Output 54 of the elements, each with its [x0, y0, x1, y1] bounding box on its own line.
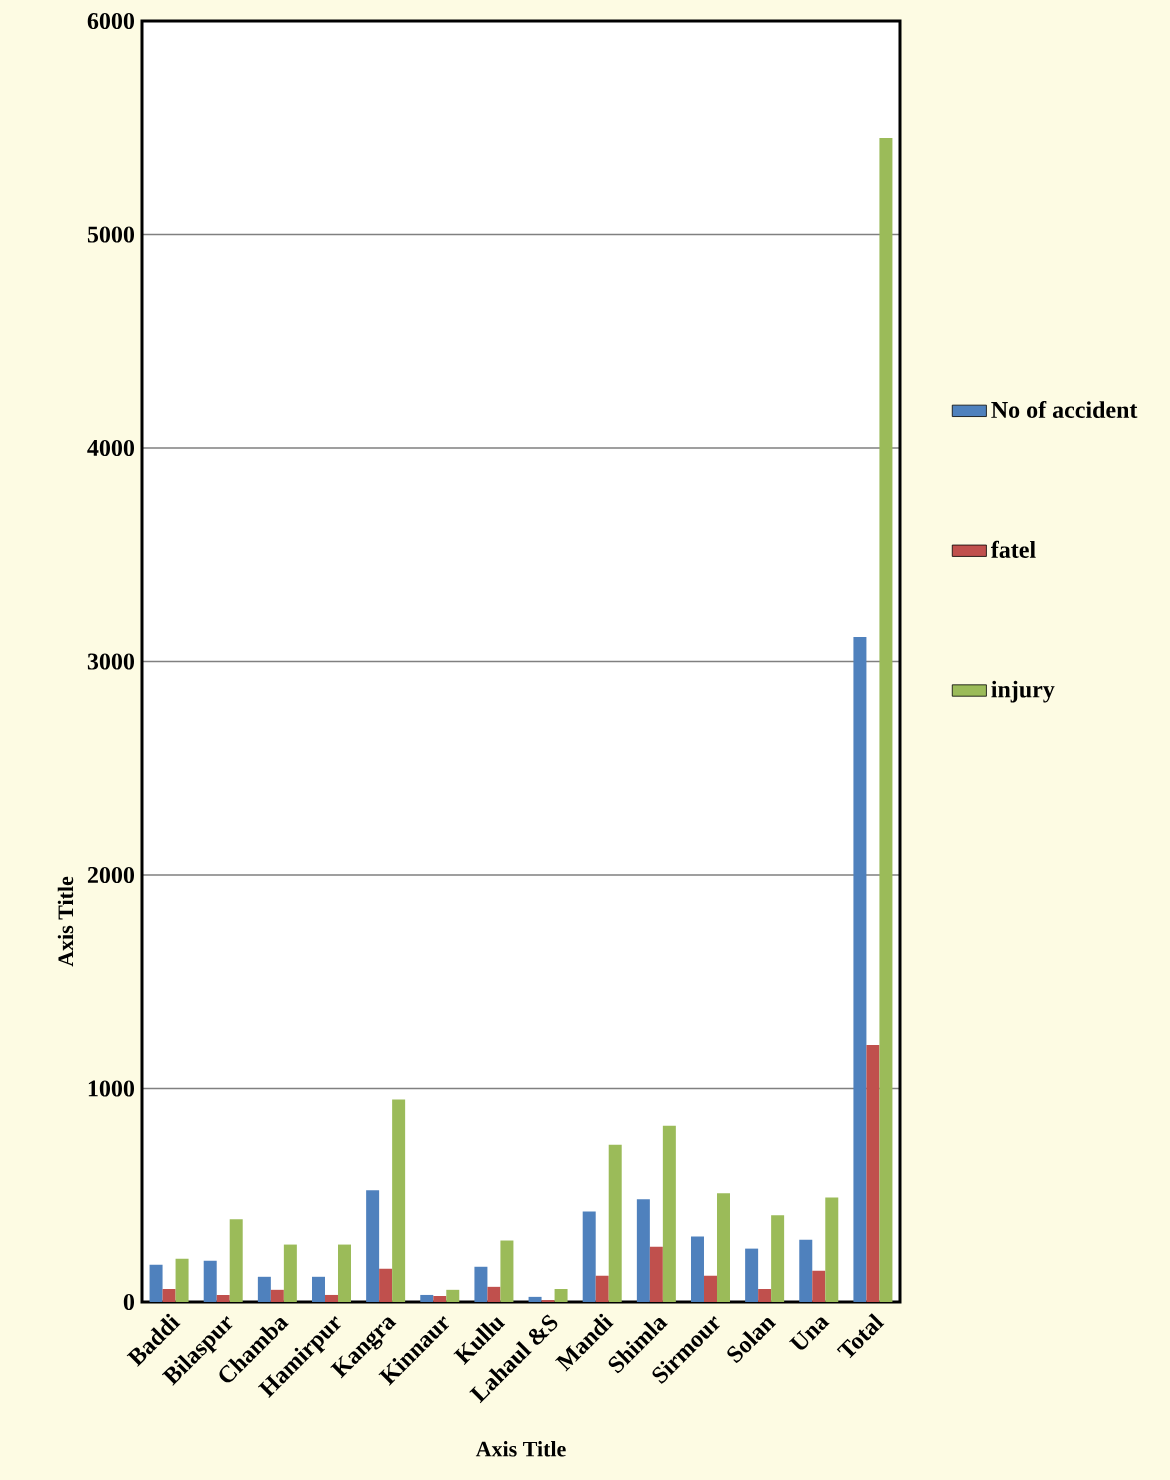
bar — [554, 1288, 568, 1302]
bar — [595, 1275, 609, 1302]
bar — [799, 1239, 813, 1302]
bar — [312, 1276, 326, 1302]
bar — [608, 1144, 622, 1302]
bar — [283, 1244, 297, 1302]
bar — [203, 1260, 217, 1302]
bar — [866, 1044, 880, 1302]
x-tick-label: Una — [789, 1317, 830, 1350]
bar — [812, 1270, 826, 1302]
bar — [474, 1266, 488, 1302]
bar — [717, 1193, 731, 1302]
bar — [853, 636, 867, 1302]
bar — [270, 1289, 284, 1302]
bar — [175, 1258, 189, 1302]
y-tick-label: 1000 — [88, 1080, 135, 1097]
bar — [528, 1296, 542, 1302]
bar — [879, 138, 893, 1302]
y-tick-label: 3000 — [87, 653, 135, 670]
y-tick-label: 5000 — [87, 226, 135, 243]
legend-label: injury — [991, 680, 1055, 703]
bar — [771, 1215, 785, 1302]
bar — [691, 1236, 705, 1302]
bar — [216, 1294, 230, 1302]
y-tick-label: 0 — [123, 1293, 135, 1311]
bar — [582, 1211, 596, 1302]
bar — [392, 1099, 406, 1302]
x-axis-title: Axis Title — [475, 1441, 566, 1457]
bar — [338, 1244, 352, 1302]
y-axis-title: Axis Title — [57, 876, 74, 967]
legend-label: fatel — [991, 540, 1036, 558]
y-tick-label: 4000 — [87, 439, 135, 457]
bar — [649, 1246, 663, 1302]
bar — [162, 1288, 176, 1302]
y-tick-label: 2000 — [87, 866, 135, 884]
bar — [500, 1240, 514, 1302]
bar — [825, 1197, 839, 1302]
y-tick-label: 6000 — [87, 12, 135, 30]
bar — [420, 1294, 434, 1302]
bar — [325, 1294, 339, 1302]
bar — [704, 1275, 718, 1302]
bar — [662, 1125, 676, 1302]
bar — [229, 1219, 243, 1302]
bar — [366, 1190, 380, 1302]
bar — [379, 1268, 393, 1302]
bar — [446, 1289, 460, 1302]
bar — [745, 1248, 759, 1302]
bar — [257, 1276, 271, 1302]
bar — [636, 1199, 650, 1302]
bar — [487, 1286, 501, 1302]
bar — [433, 1296, 447, 1302]
bar — [758, 1288, 772, 1302]
bar — [149, 1264, 163, 1302]
legend-label: No of accident — [991, 400, 1138, 419]
